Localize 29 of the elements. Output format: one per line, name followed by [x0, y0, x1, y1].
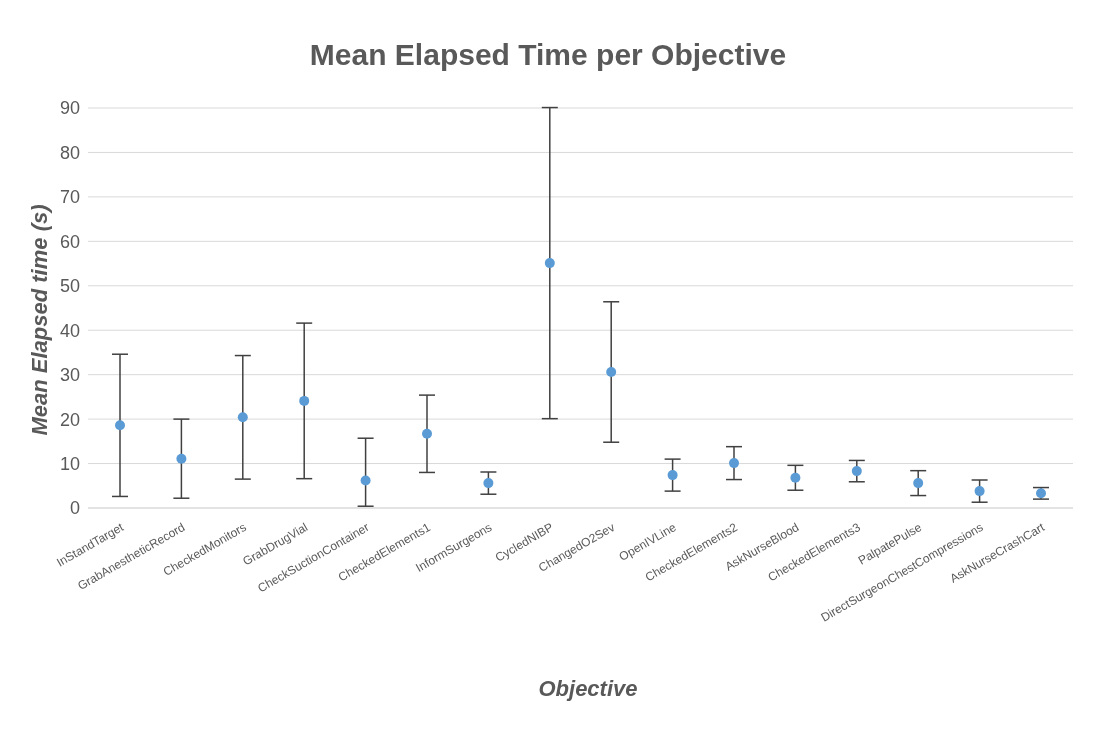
point [115, 420, 125, 431]
y-tick-label: 0 [69, 498, 80, 519]
point [729, 458, 739, 469]
point [851, 466, 862, 477]
point [974, 486, 985, 497]
point [176, 453, 187, 464]
point [483, 478, 494, 489]
y-tick-label: 10 [59, 453, 80, 474]
y-tick-label: 60 [59, 231, 80, 252]
y-tick-label: 80 [59, 142, 80, 163]
y-tick-label: 70 [59, 187, 80, 208]
point [360, 475, 371, 486]
point [913, 478, 924, 489]
y-tick-label: 90 [59, 98, 80, 119]
point [790, 472, 801, 483]
point [299, 395, 310, 406]
y-tick-label: 30 [59, 365, 80, 386]
point [1036, 488, 1046, 499]
point [544, 258, 555, 269]
point [606, 367, 617, 377]
y-axis-title: Mean Elapsed time (s) [27, 204, 53, 436]
y-tick-label: 50 [59, 276, 80, 297]
point [237, 412, 248, 423]
point [667, 470, 678, 481]
y-tick-label: 40 [59, 320, 80, 341]
point [422, 428, 432, 439]
y-tick-label: 20 [59, 409, 80, 430]
chart-title: Mean Elapsed Time per Objective [308, 38, 788, 72]
x-axis-title: Objective [537, 676, 639, 702]
